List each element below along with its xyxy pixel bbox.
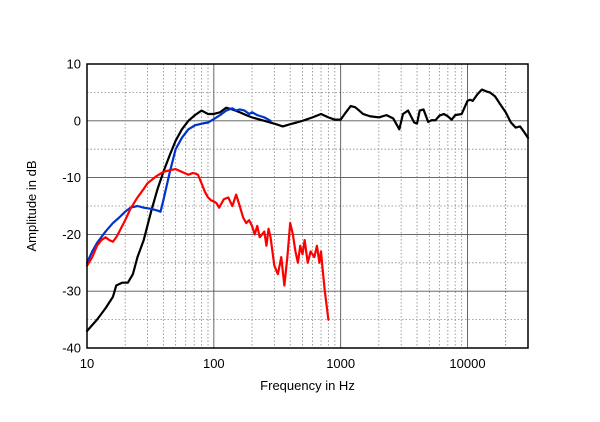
plot-frame	[86, 63, 529, 349]
y-tick-label: 0	[74, 113, 81, 128]
y-tick-label: -20	[62, 227, 81, 242]
series-layer	[85, 88, 530, 333]
y-tick-label: -10	[62, 170, 81, 185]
series-line-1	[85, 88, 530, 333]
y-tick-label: 10	[67, 57, 81, 72]
x-axis-label: Frequency in Hz	[260, 378, 355, 393]
x-tick-label: 100	[203, 356, 225, 371]
x-tick-label: 10000	[449, 356, 485, 371]
y-tick-label: -40	[62, 341, 81, 356]
series-line-2	[85, 107, 272, 264]
y-axis-label: Amplitude in dB	[24, 160, 39, 251]
x-tick-label: 1000	[326, 356, 355, 371]
x-tick-label: 10	[80, 356, 94, 371]
y-tick-label: -30	[62, 284, 81, 299]
series-line-3	[85, 167, 330, 321]
